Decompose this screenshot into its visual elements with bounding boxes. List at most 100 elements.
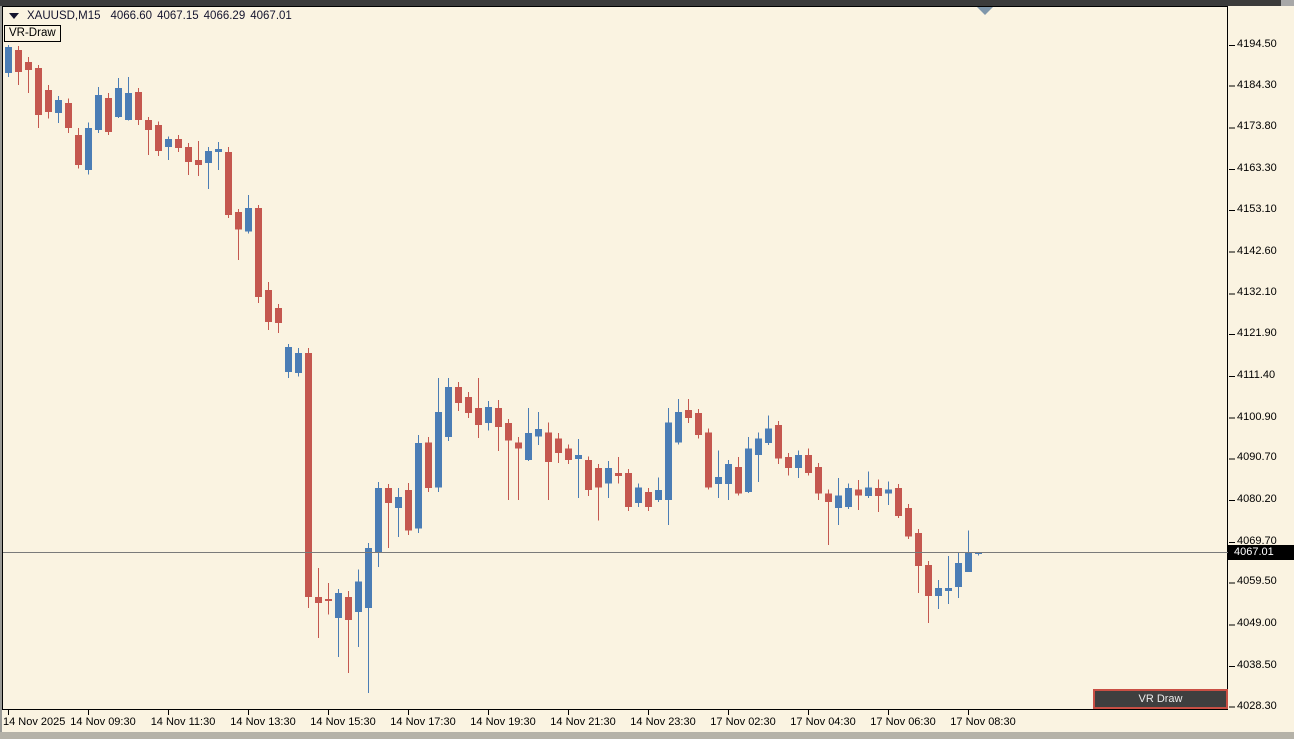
candle-bear [455, 386, 462, 403]
candle-bull [835, 495, 842, 509]
candle-bull [945, 588, 952, 591]
candle-bull [205, 150, 212, 163]
candle-bear [505, 423, 512, 441]
time-axis-label: 14 Nov 2025 [3, 716, 66, 728]
symbol-info: XAUUSD,M15 4066.60 4067.15 4066.29 4067.… [9, 9, 297, 23]
candle-bear [615, 472, 622, 477]
candle-bull [755, 438, 762, 456]
candle-bull [395, 496, 402, 509]
window-left-edge [0, 6, 2, 732]
time-axis-label: 14 Nov 17:30 [390, 716, 456, 728]
time-axis-label: 14 Nov 19:30 [470, 716, 536, 728]
candle-bull [375, 488, 382, 554]
candle-bull [335, 592, 342, 618]
candle-bear [515, 442, 522, 449]
candle-bear [585, 460, 592, 491]
candle-bear [465, 396, 472, 413]
candle-bear [35, 68, 42, 116]
price-axis-label: 4090.70 [1237, 451, 1277, 464]
candle-bear [705, 432, 712, 488]
candle-bear [265, 289, 272, 323]
candle-bear [135, 91, 142, 120]
time-axis-label: 17 Nov 02:30 [710, 716, 776, 728]
candle-bear [825, 493, 832, 503]
candle-bear [45, 89, 52, 112]
candle-bear [145, 119, 152, 130]
price-axis-label: 4059.50 [1237, 575, 1277, 588]
candle-bull [665, 422, 672, 501]
candle-bull [605, 468, 612, 484]
price-axis-label: 4163.30 [1237, 162, 1277, 175]
candle-bear [475, 408, 482, 426]
candle-bear [185, 146, 192, 163]
candle-bull [795, 455, 802, 469]
candle-bull [285, 347, 292, 372]
candle-bear [405, 490, 412, 531]
price-axis-label: 4028.30 [1237, 699, 1277, 712]
vr-draw-button[interactable]: VR Draw [1093, 689, 1228, 709]
candle-bear [625, 472, 632, 507]
candle-bull [635, 487, 642, 503]
candle-bull [355, 581, 362, 612]
candle-bear [915, 533, 922, 567]
candle-bull [715, 476, 722, 485]
vr-draw-indicator-label[interactable]: VR-Draw [4, 25, 61, 42]
candle-bull [245, 207, 252, 232]
candle-bull [745, 448, 752, 493]
candle-bull [845, 488, 852, 507]
candle-bear [775, 425, 782, 459]
candle-bull [115, 87, 122, 118]
candle-bear [545, 432, 552, 463]
candle-bull [955, 562, 962, 587]
price-axis-label: 4100.90 [1237, 410, 1277, 423]
symbol-label: XAUUSD,M15 [27, 10, 101, 22]
price-axis-label: 4184.30 [1237, 78, 1277, 91]
candle-bear [25, 62, 32, 71]
candle-bear [255, 207, 262, 298]
candle-bear [695, 412, 702, 436]
candle-bear [105, 97, 112, 133]
candle-bull [85, 128, 92, 171]
candle-bull [435, 412, 442, 488]
candle-bear [815, 467, 822, 494]
candle-bull [295, 352, 302, 374]
price-axis-label: 4132.10 [1237, 286, 1277, 299]
candle-bear [345, 596, 352, 620]
candle-bear [175, 138, 182, 149]
price-axis-label: 4049.00 [1237, 617, 1277, 630]
candle-bear [595, 468, 602, 488]
time-axis-label: 14 Nov 23:30 [630, 716, 696, 728]
candle-bear [735, 467, 742, 494]
candle-bull [975, 552, 982, 555]
candle-bull [965, 552, 972, 573]
ohlc-close: 4067.01 [250, 10, 292, 22]
ohlc-open: 4066.60 [110, 10, 153, 22]
price-axis-label: 4153.10 [1237, 202, 1277, 215]
symbol-dropdown-icon[interactable] [9, 13, 19, 19]
time-axis-label: 14 Nov 21:30 [550, 716, 616, 728]
chart-shift-marker-icon[interactable] [977, 7, 993, 15]
candle-bear [385, 488, 392, 503]
candle-bear [855, 489, 862, 496]
candle-bear [895, 488, 902, 516]
candle-bear [15, 50, 22, 73]
candle-bull [95, 94, 102, 130]
candle-bull [765, 428, 772, 444]
ohlc-low: 4066.29 [203, 10, 246, 22]
candle-bear [425, 442, 432, 489]
candle-bear [905, 508, 912, 537]
candle-bear [305, 352, 312, 597]
candle-bear [155, 125, 162, 151]
price-axis-label: 4111.40 [1237, 368, 1276, 381]
candle-bear [225, 152, 232, 216]
candle-bull [535, 429, 542, 437]
candle-bear [315, 596, 322, 603]
candle-bull [445, 386, 452, 438]
candle-bull [125, 92, 132, 120]
candle-bull [365, 547, 372, 608]
candle-bull [215, 148, 222, 153]
candle-bear [685, 410, 692, 419]
candle-bull [655, 490, 662, 501]
